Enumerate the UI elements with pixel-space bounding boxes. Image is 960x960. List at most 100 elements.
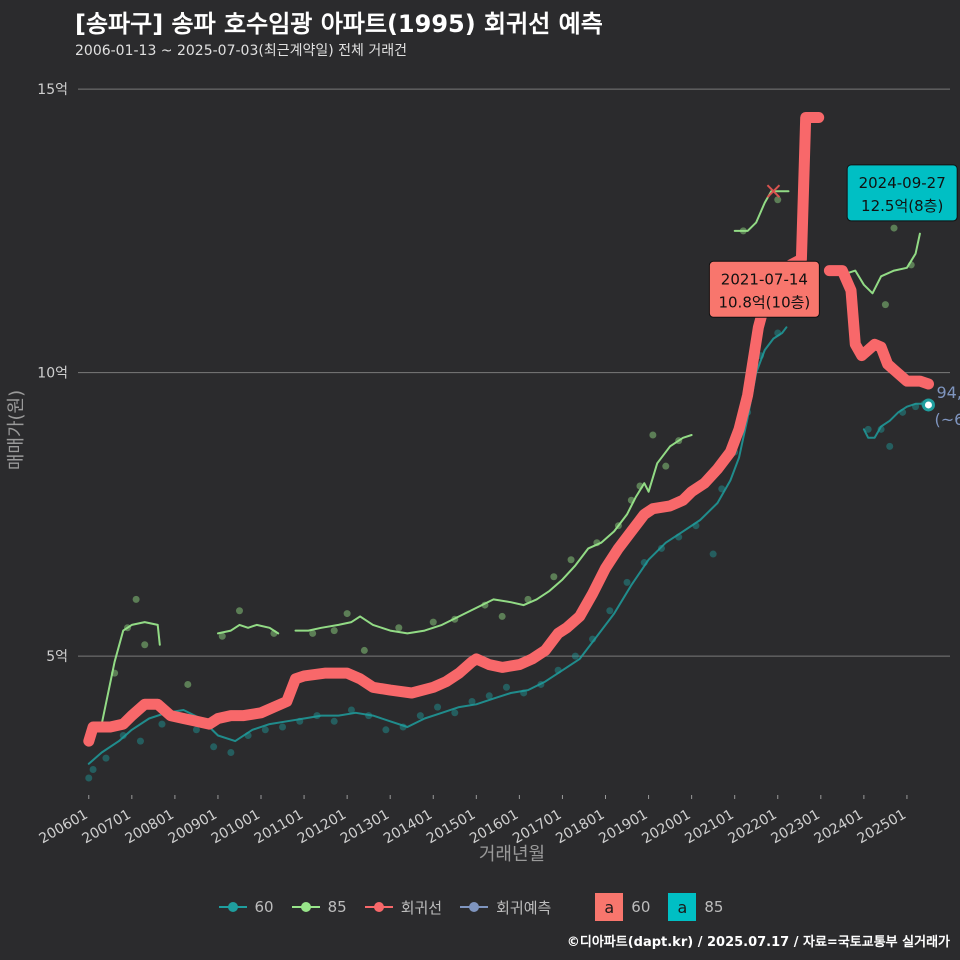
y-tick-label: 10억 (37, 366, 68, 382)
chart-title: [송파구] 송파 호수임광 아파트(1995) 회귀선 예측 (75, 10, 603, 38)
scatter-point-85 (890, 224, 898, 232)
x-tick-label: 201701 (510, 807, 564, 848)
series-line-60 (862, 402, 926, 439)
x-tick-label: 200801 (123, 807, 177, 848)
scatter-point-85 (498, 612, 506, 620)
annotation-price: 10.8억(10층) (718, 293, 810, 311)
legend-item-85: 85 (291, 898, 347, 916)
scatter-point-60 (279, 723, 287, 731)
scatter-point-60 (485, 692, 493, 700)
scatter-point-60 (468, 697, 476, 705)
annotation-price: 12.5억(8층) (861, 197, 943, 215)
x-tick-label: 202001 (639, 807, 693, 848)
legend-label-85: 85 (327, 898, 347, 916)
scatter-point-85 (567, 556, 575, 564)
scatter-point-60 (136, 737, 144, 745)
scatter-point-60 (89, 765, 97, 773)
scatter-point-60 (330, 717, 338, 725)
scatter-point-60 (102, 754, 110, 762)
legend-key-regression (364, 899, 393, 915)
legend-fill-label-85: 85 (704, 898, 724, 916)
legend-fill-60: a 60 (595, 893, 650, 921)
max-price-marker (766, 184, 781, 198)
scatter-point-60 (864, 425, 872, 433)
legend-fill-label-60: 60 (631, 898, 651, 916)
series-line-85 (87, 621, 161, 728)
annotation-box (846, 164, 958, 222)
scatter-point-60 (416, 712, 424, 720)
annotation-box (708, 260, 820, 318)
series-line-85 (832, 232, 921, 295)
x-tick-label: 200901 (166, 807, 220, 848)
legend-key-60 (218, 899, 247, 915)
y-axis-title: 매매가(원) (6, 390, 27, 470)
scatter-point-60 (571, 652, 579, 660)
annotation-date: 2024-09-27 (859, 174, 946, 192)
scatter-point-85 (524, 595, 532, 603)
scatter-point-60 (382, 726, 390, 734)
x-tick-label: 200601 (36, 807, 90, 848)
scatter-point-85 (309, 629, 317, 637)
prediction-point (921, 398, 935, 412)
scatter-point-85 (330, 627, 338, 635)
scatter-point-60 (227, 748, 235, 756)
x-tick-label: 201501 (424, 807, 478, 848)
scatter-point-85 (360, 646, 368, 654)
x-tick-label: 201601 (467, 807, 521, 848)
source-credit: ©디아파트(dapt.kr) / 2025.07.17 / 자료=국토교통부 실… (566, 935, 950, 950)
scatter-point-85 (550, 573, 558, 581)
x-tick-label: 202101 (682, 807, 736, 848)
legend-key-85 (291, 899, 320, 915)
chart-subtitle: 2006-01-13 ~ 2025-07-03(최근계약일) 전체 거래건 (75, 43, 407, 59)
legend-label-60: 60 (254, 898, 274, 916)
scatter-point-85 (218, 632, 226, 640)
scatter-point-60 (502, 683, 510, 691)
x-tick-label: 202501 (855, 807, 909, 848)
scatter-point-85 (649, 431, 657, 439)
scatter-point-60 (623, 578, 631, 586)
legend-item-prediction: 회귀예측 (460, 897, 551, 918)
regression-line (83, 112, 825, 747)
data-layer (83, 112, 934, 782)
scatter-point-85 (774, 196, 782, 204)
scatter-point-60 (119, 731, 127, 739)
scatter-point-60 (434, 703, 442, 711)
series-line-85 (217, 623, 280, 635)
scatter-point-60 (261, 726, 269, 734)
scatter-point-60 (158, 720, 166, 728)
scatter-point-60 (709, 550, 717, 558)
x-axis-title: 거래년월 (479, 844, 545, 865)
grid-layer: 5억10억15억20060120070120080120090120100120… (36, 82, 950, 847)
x-tick-label: 201301 (338, 807, 392, 848)
legend-fill-85: a 85 (668, 893, 723, 921)
x-tick-label: 201901 (596, 807, 650, 848)
x-tick-label: 201201 (295, 807, 349, 848)
x-tick-label: 201801 (553, 807, 607, 848)
scatter-point-60 (85, 774, 93, 782)
legend-fill-key-85: a (668, 893, 697, 921)
x-tick-label: 201401 (381, 807, 435, 848)
annotation-date: 2021-07-14 (721, 270, 808, 288)
x-tick-label: 201001 (209, 807, 263, 848)
scatter-point-60 (886, 442, 894, 450)
legend-item-60: 60 (218, 898, 274, 916)
legend-key-prediction (460, 899, 489, 915)
prediction-value: 94,333 (936, 383, 960, 402)
scatter-point-85 (429, 618, 437, 626)
y-tick-label: 5억 (46, 649, 68, 665)
scatter-point-60 (606, 607, 614, 615)
regression-line (823, 265, 934, 390)
legend-label-regression: 회귀선 (400, 898, 443, 917)
scatter-point-85 (881, 301, 889, 309)
label-layer: 2021-07-14 10.8억(10층) 2024-09-27 12.5억(8층) 9… (708, 164, 960, 429)
series-line-60 (87, 326, 788, 765)
legend-label-prediction: 회귀예측 (496, 898, 552, 917)
legend-item-regression: 회귀선 (364, 897, 443, 918)
scatter-point-85 (141, 641, 149, 649)
y-tick-label: 15억 (37, 82, 68, 98)
legend: 60 85 회귀선 회귀예측 a 60 a 85 (0, 893, 960, 921)
scatter-point-85 (395, 624, 403, 632)
scatter-point-60 (347, 706, 355, 714)
scatter-point-60 (210, 743, 218, 751)
